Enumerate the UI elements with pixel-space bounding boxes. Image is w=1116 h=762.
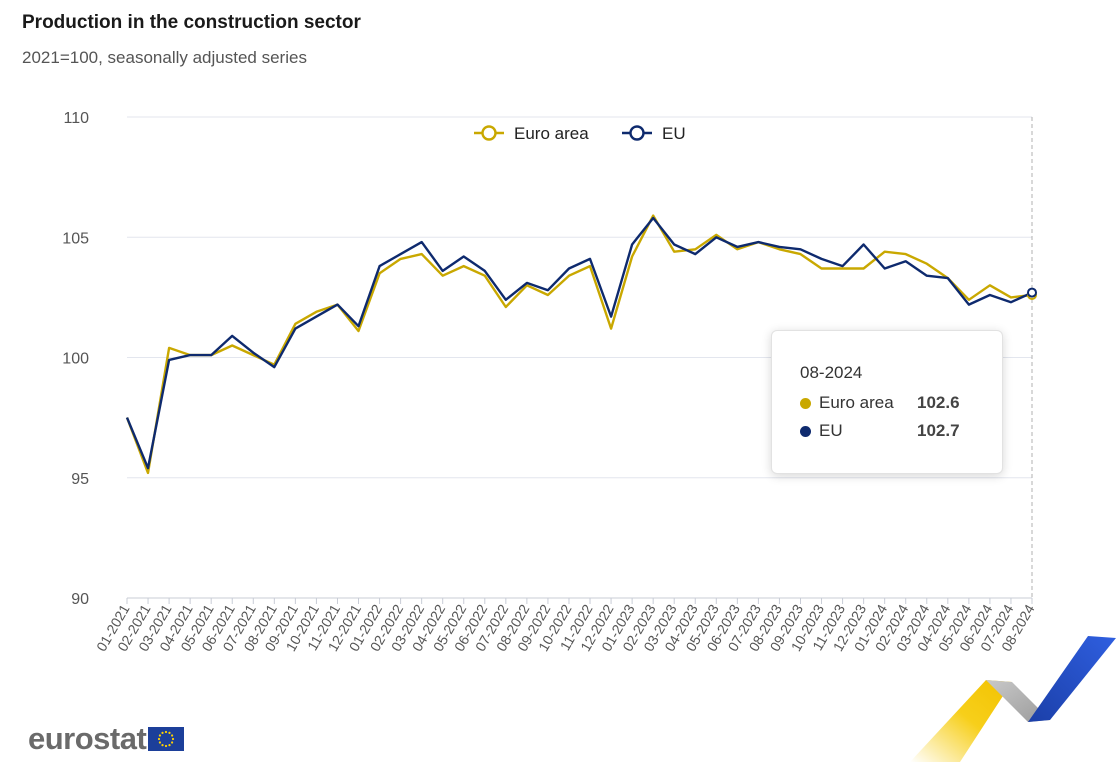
- eu-dot-icon: [800, 425, 811, 437]
- tooltip-series-name: EU: [819, 421, 843, 440]
- chart-subtitle: 2021=100, seasonally adjusted series: [22, 48, 307, 67]
- logo-text: eurostat: [28, 721, 147, 756]
- legend-marker-icon: [629, 125, 645, 141]
- tooltip-series-name: Euro area: [819, 393, 894, 412]
- eurostat-logo: eurostat: [28, 721, 185, 757]
- legend-label: EU: [662, 124, 686, 143]
- y-tick-label: 105: [62, 230, 89, 247]
- series-line-euro-area: [125, 214, 1033, 475]
- tooltip-series-value: 102.6: [917, 393, 960, 412]
- tooltip-date: 08-2024: [800, 363, 863, 382]
- tooltip-row-eu: EU 102.7: [800, 417, 974, 445]
- euro-area-dot-icon: [800, 397, 811, 409]
- legend-label: Euro area: [514, 124, 589, 143]
- tooltip-series-value: 102.7: [917, 421, 960, 440]
- chart-title: Production in the construction sector: [22, 12, 361, 33]
- legend-marker-icon: [481, 125, 497, 141]
- tooltip: 08-2024 Euro area 102.6 EU 102.7: [771, 330, 1003, 474]
- series-line-eu: [125, 216, 1033, 470]
- y-tick-label: 95: [71, 471, 89, 488]
- line-chart: 909510010511001-202102-202103-202104-202…: [62, 110, 1037, 654]
- y-tick-label: 100: [62, 351, 89, 368]
- data-point-marker: [1027, 287, 1037, 298]
- tooltip-row-euro-area: Euro area 102.6: [800, 389, 974, 417]
- y-tick-label: 90: [71, 591, 89, 608]
- eu-flag-icon: [148, 727, 185, 751]
- decorative-ribbon: [910, 636, 1116, 762]
- y-tick-label: 110: [63, 110, 89, 127]
